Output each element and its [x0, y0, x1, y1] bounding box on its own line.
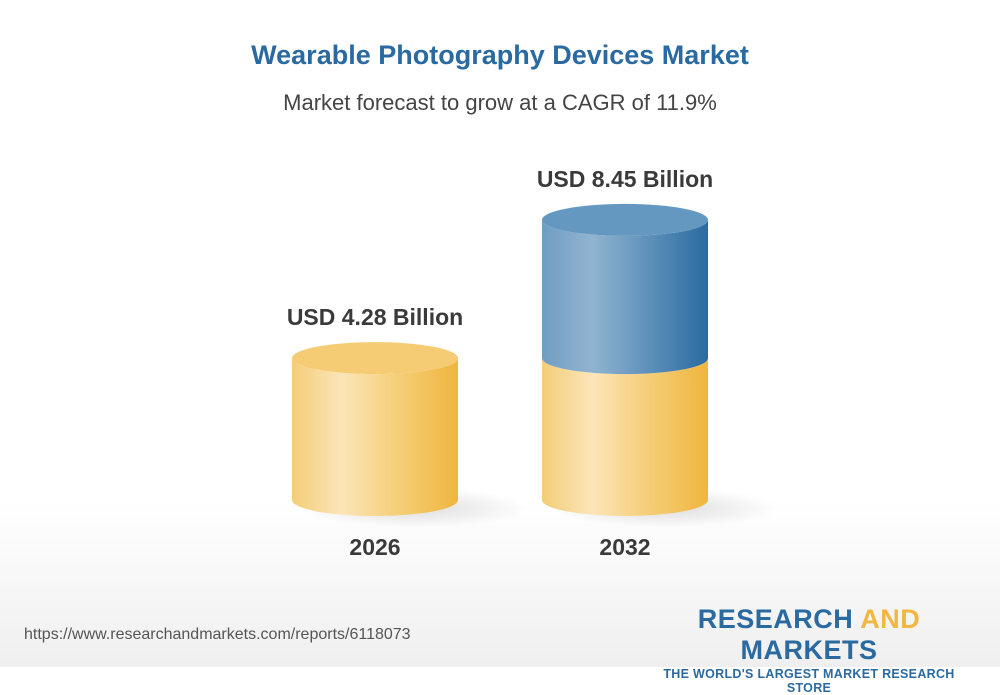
cylinder-top	[292, 342, 458, 375]
cylinder-chart: USD 4.28 Billion 2026 USD 8.45 Billion 2032	[287, 166, 778, 560]
cylinder-base-segment	[292, 358, 458, 516]
data-label: USD 4.28 Billion	[287, 304, 463, 330]
category-label: 2032	[599, 534, 650, 560]
cylinder-base-segment	[542, 358, 708, 516]
report-url[interactable]: https://www.researchandmarkets.com/repor…	[24, 626, 411, 643]
chart-subtitle: Market forecast to grow at a CAGR of 11.…	[283, 90, 717, 115]
research-and-markets-logo: RESEARCH AND MARKETS THE WORLD'S LARGEST…	[663, 604, 955, 695]
category-label: 2026	[349, 534, 400, 560]
chart-title: Wearable Photography Devices Market	[251, 40, 749, 70]
cylinder-top	[542, 203, 708, 236]
data-label: USD 8.45 Billion	[537, 166, 713, 192]
cylinder-growth-segment	[542, 219, 708, 375]
